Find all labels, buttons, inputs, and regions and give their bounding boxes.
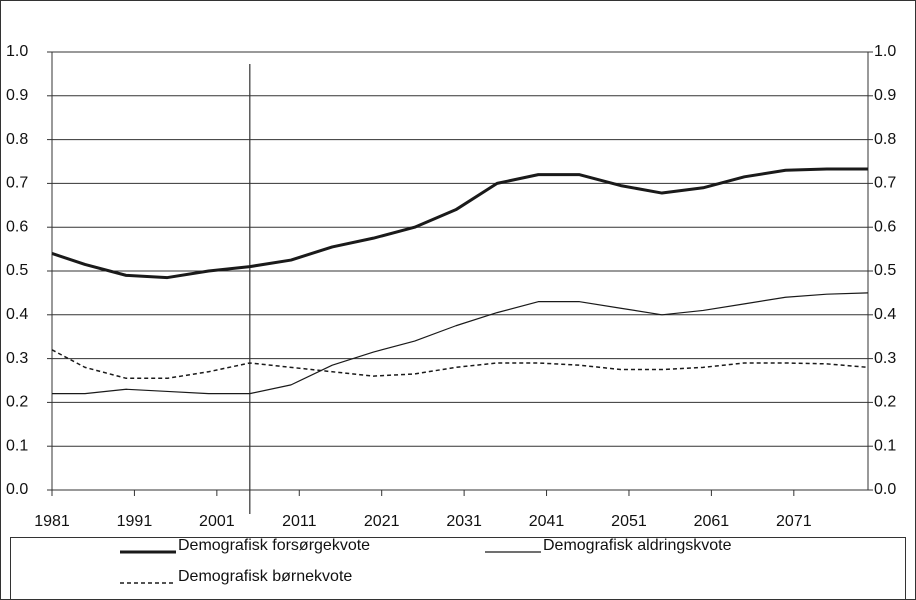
legend-label: Demografisk aldringskvote — [543, 537, 732, 554]
series-line — [52, 292, 869, 395]
x-tick-label: 2011 — [282, 513, 317, 530]
y2-tick-label: 0.9 — [874, 87, 896, 104]
y2-tick-label: 0.4 — [874, 306, 896, 323]
x-tick-label: 1991 — [117, 513, 153, 530]
y2-tick-label: 0.2 — [874, 394, 896, 411]
x-tick-label: 2001 — [199, 513, 235, 530]
y-tick-label: 0.5 — [6, 262, 28, 279]
legend-label: Demografisk børnekvote — [178, 568, 352, 585]
y-tick-label: 0.3 — [6, 350, 28, 367]
y2-tick-label: 0.3 — [874, 350, 896, 367]
y2-tick-label: 0.5 — [874, 262, 896, 279]
legend-label: Demografisk forsørgekvote — [178, 537, 370, 554]
y-tick-label: 0.4 — [6, 306, 28, 323]
x-tick-label: 2021 — [364, 513, 400, 530]
x-tick-label: 2031 — [446, 513, 482, 530]
y2-tick-label: 0.6 — [874, 218, 896, 235]
y-tick-label: 0.7 — [6, 175, 28, 192]
x-tick-label: 2041 — [529, 513, 565, 530]
y-tick-label: 0.1 — [6, 437, 28, 454]
x-tick-label: 2071 — [776, 513, 812, 530]
y2-tick-label: 1.0 — [874, 43, 896, 60]
y-tick-label: 0.0 — [6, 481, 28, 498]
x-tick-label: 1981 — [34, 513, 70, 530]
series-line — [51, 167, 868, 280]
y-tick-label: 0.6 — [6, 218, 28, 235]
y-tick-label: 0.2 — [6, 394, 28, 411]
y2-tick-label: 0.0 — [874, 481, 896, 498]
series-line — [51, 349, 869, 380]
y2-tick-label: 0.8 — [874, 131, 896, 148]
y2-tick-label: 0.7 — [874, 175, 896, 192]
x-tick-label: 2051 — [611, 513, 647, 530]
x-tick-label: 2061 — [694, 513, 730, 530]
y-tick-label: 0.9 — [6, 87, 28, 104]
y2-tick-label: 0.1 — [874, 437, 896, 454]
y-tick-label: 0.8 — [6, 131, 28, 148]
y-tick-label: 1.0 — [6, 43, 28, 60]
